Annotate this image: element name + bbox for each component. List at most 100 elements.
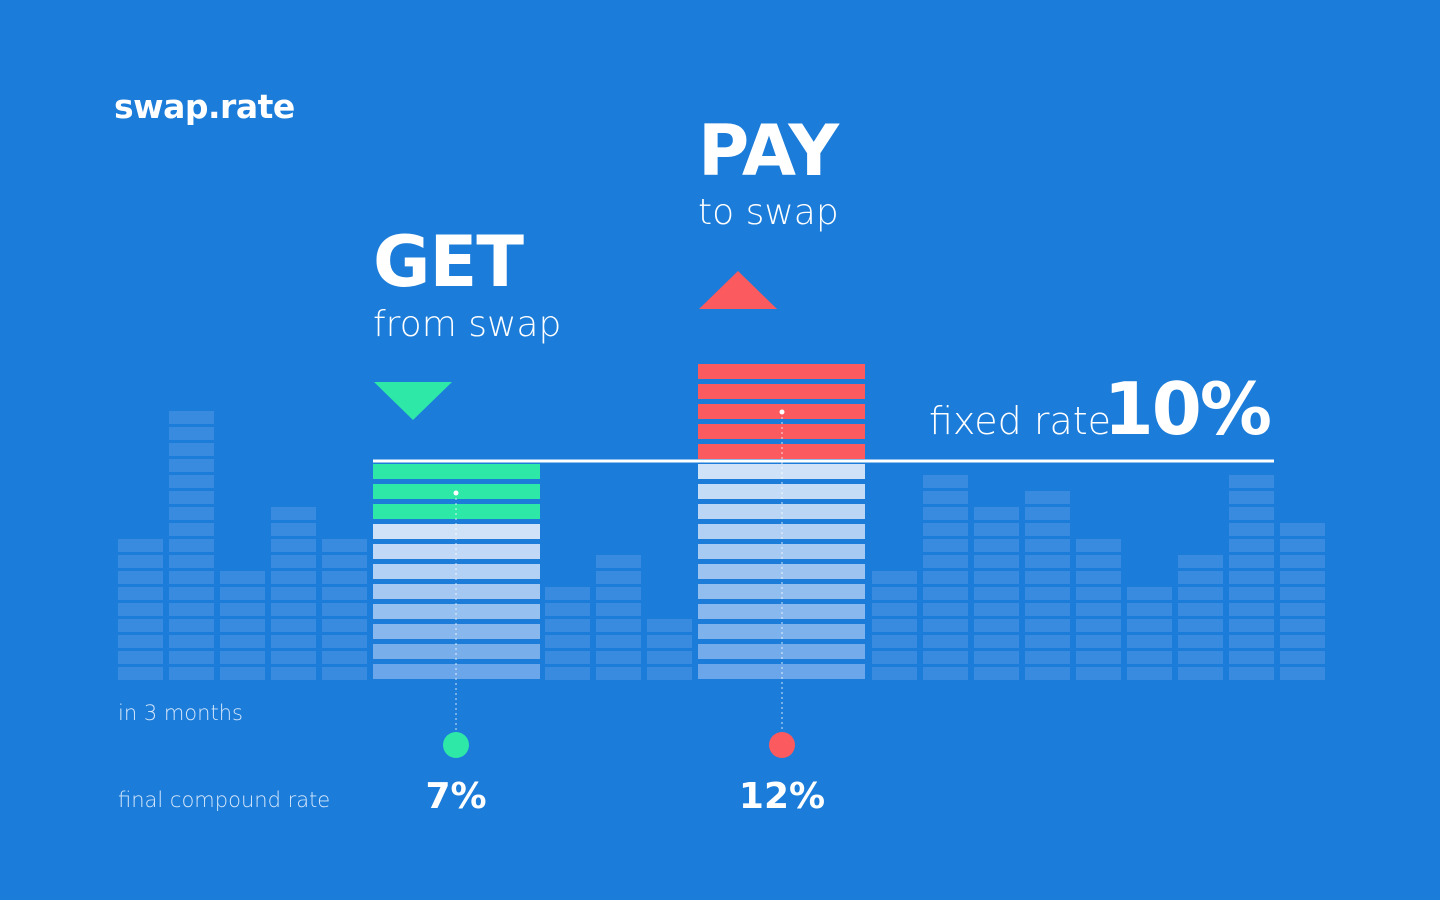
background-bar-block bbox=[1229, 491, 1274, 504]
background-bar-block bbox=[220, 635, 265, 648]
background-bar-block bbox=[1025, 491, 1070, 504]
background-bar-block bbox=[118, 651, 163, 664]
background-bar-block bbox=[169, 555, 214, 568]
down-arrow-icon bbox=[374, 382, 452, 420]
background-bar-block bbox=[169, 571, 214, 584]
fixed-rate-value: 10% bbox=[1104, 367, 1270, 451]
background-bar-block bbox=[872, 587, 917, 600]
background-bar-block bbox=[1025, 507, 1070, 520]
background-bar-block bbox=[647, 619, 692, 632]
background-bar-block bbox=[974, 651, 1019, 664]
background-bar-block bbox=[169, 667, 214, 680]
pay-base-block bbox=[698, 544, 865, 559]
pay-base-block bbox=[698, 644, 865, 659]
background-bar-block bbox=[1127, 635, 1172, 648]
background-bar-block bbox=[118, 587, 163, 600]
background-bar-block bbox=[1229, 651, 1274, 664]
background-bar-block bbox=[923, 539, 968, 552]
background-bar-block bbox=[1178, 555, 1223, 568]
background-bar-block bbox=[1178, 619, 1223, 632]
background-bar-block bbox=[1025, 555, 1070, 568]
background-bar-block bbox=[118, 603, 163, 616]
background-bar-block bbox=[1178, 603, 1223, 616]
background-bar-block bbox=[271, 587, 316, 600]
background-bar-block bbox=[974, 635, 1019, 648]
get-base-block bbox=[373, 624, 540, 639]
background-bar-block bbox=[596, 587, 641, 600]
background-bar-block bbox=[872, 651, 917, 664]
background-bar-block bbox=[169, 635, 214, 648]
background-bar-block bbox=[872, 635, 917, 648]
background-bar-block bbox=[169, 587, 214, 600]
get-column bbox=[373, 464, 540, 679]
pay-base-block bbox=[698, 504, 865, 519]
background-bar-block bbox=[271, 651, 316, 664]
background-bar-block bbox=[1280, 523, 1325, 536]
background-bar-block bbox=[271, 507, 316, 520]
pay-rate-block bbox=[698, 384, 865, 399]
background-bar-block bbox=[1229, 555, 1274, 568]
background-bar-block bbox=[1280, 603, 1325, 616]
background-bar-block bbox=[923, 635, 968, 648]
pay-base-block bbox=[698, 604, 865, 619]
background-bar-block bbox=[322, 635, 367, 648]
background-bar-block bbox=[596, 635, 641, 648]
background-bar-block bbox=[322, 603, 367, 616]
background-bar-block bbox=[169, 443, 214, 456]
background-bar-block bbox=[923, 507, 968, 520]
background-bar-block bbox=[923, 651, 968, 664]
background-bar-block bbox=[1076, 603, 1121, 616]
get-base-block bbox=[373, 584, 540, 599]
background-bar-block bbox=[1229, 619, 1274, 632]
background-bar-block bbox=[169, 475, 214, 488]
background-bar-block bbox=[872, 603, 917, 616]
background-bar-block bbox=[1280, 651, 1325, 664]
background-bar-block bbox=[545, 587, 590, 600]
background-bar-block bbox=[1178, 571, 1223, 584]
get-base-block bbox=[373, 664, 540, 679]
background-bar-block bbox=[220, 603, 265, 616]
background-bar-block bbox=[1280, 667, 1325, 680]
background-bar-block bbox=[169, 491, 214, 504]
period-label: in 3 months bbox=[118, 701, 243, 725]
background-bar-block bbox=[271, 571, 316, 584]
background-bar-block bbox=[1127, 667, 1172, 680]
background-bar-block bbox=[974, 555, 1019, 568]
background-bar-block bbox=[1229, 571, 1274, 584]
background-bar-block bbox=[271, 539, 316, 552]
background-bar-block bbox=[974, 619, 1019, 632]
background-bar-block bbox=[322, 667, 367, 680]
background-bar-block bbox=[1025, 539, 1070, 552]
background-bar-block bbox=[545, 619, 590, 632]
compound-label: final compound rate bbox=[118, 788, 330, 812]
background-bar-block bbox=[974, 587, 1019, 600]
background-bar-block bbox=[1229, 603, 1274, 616]
background-bar-block bbox=[923, 555, 968, 568]
background-bar-block bbox=[271, 523, 316, 536]
background-bar-block bbox=[322, 587, 367, 600]
background-bar-block bbox=[1229, 667, 1274, 680]
background-bar-block bbox=[596, 555, 641, 568]
background-bar-block bbox=[1178, 651, 1223, 664]
background-bar-block bbox=[923, 475, 968, 488]
background-bar-block bbox=[1280, 571, 1325, 584]
background-bar-block bbox=[974, 667, 1019, 680]
background-bar-block bbox=[322, 571, 367, 584]
pay-subtitle: to swap bbox=[698, 192, 839, 233]
background-bar-block bbox=[1025, 571, 1070, 584]
background-bar-block bbox=[271, 635, 316, 648]
background-bar-block bbox=[1280, 635, 1325, 648]
background-bar-block bbox=[220, 667, 265, 680]
background-bar-block bbox=[1280, 555, 1325, 568]
background-bar-block bbox=[872, 667, 917, 680]
background-bar-block bbox=[271, 619, 316, 632]
logo: swap.rate bbox=[114, 87, 295, 126]
background-bar-block bbox=[596, 667, 641, 680]
get-base-block bbox=[373, 644, 540, 659]
background-bar-block bbox=[974, 523, 1019, 536]
background-bar-block bbox=[1025, 523, 1070, 536]
background-bar-block bbox=[923, 667, 968, 680]
get-base-block bbox=[373, 564, 540, 579]
background-bar-block bbox=[1025, 635, 1070, 648]
